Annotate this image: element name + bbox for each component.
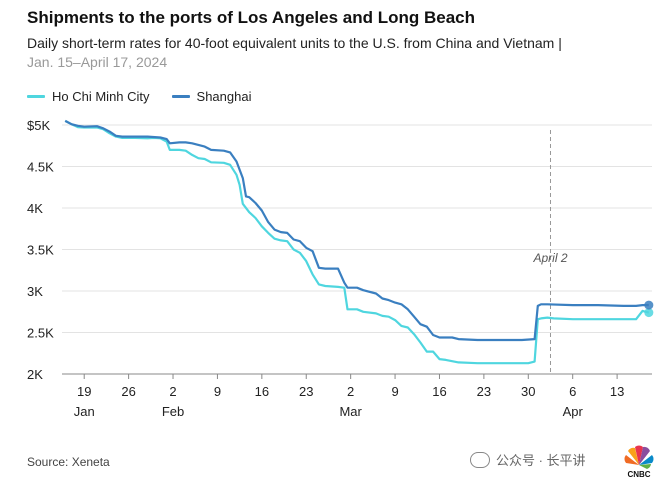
y-tick-label: $5K	[27, 118, 50, 133]
x-tick-label: 16	[432, 384, 446, 399]
x-tick-label: 16	[255, 384, 269, 399]
x-tick-label: 19	[77, 384, 91, 399]
series-end-point-ho-chi-minh-city	[644, 308, 654, 318]
month-label: Jan	[74, 404, 95, 419]
y-tick-label: 3.5K	[27, 243, 54, 258]
series-line-ho-chi-minh-city	[64, 119, 650, 365]
series-end-point-shanghai	[644, 300, 654, 310]
month-label: Mar	[339, 404, 362, 419]
x-tick-label: 23	[299, 384, 313, 399]
chart-date-range: Jan. 15–April 17, 2024	[27, 54, 168, 70]
y-tick-label: 4.5K	[27, 160, 54, 175]
wechat-icon	[470, 451, 490, 468]
line-chart: $5K 4.5K 4K 3.5K 3K 2.5K 2K 19 26 2 9 16 23 2 9 16 23 30 6…	[27, 118, 654, 419]
legend-swatch-shanghai	[171, 95, 190, 98]
y-tick-label: 2.5K	[27, 326, 54, 341]
x-tick-label: 6	[569, 384, 576, 399]
annotation-label: April 2	[532, 251, 567, 265]
month-label: Apr	[563, 404, 584, 419]
x-tick-label: 9	[391, 384, 398, 399]
series-line-shanghai	[64, 119, 649, 342]
chart-title: Shipments to the ports of Los Angeles an…	[27, 8, 476, 27]
source-note: Source: Xeneta	[27, 455, 110, 469]
legend-swatch-ho-chi-minh-city	[27, 95, 45, 98]
legend-item-shanghai: Shanghai	[171, 89, 252, 104]
month-label: Feb	[162, 404, 184, 419]
legend-label-ho-chi-minh-city: Ho Chi Minh City	[52, 89, 150, 104]
y-tick-label: 4K	[27, 201, 43, 216]
cnbc-logo-text: CNBC	[627, 470, 650, 479]
watermark: 公众号 · 长平讲	[470, 450, 586, 469]
legend: Ho Chi Minh City Shanghai	[27, 89, 273, 104]
legend-label-shanghai: Shanghai	[196, 89, 252, 104]
y-tick-label: 2K	[27, 367, 43, 382]
x-tick-label: 9	[214, 384, 221, 399]
y-tick-label: 3K	[27, 284, 43, 299]
x-tick-label: 2	[347, 384, 354, 399]
x-tick-label: 13	[610, 384, 624, 399]
watermark-text: 公众号 · 长平讲	[496, 453, 586, 468]
x-tick-label: 23	[477, 384, 491, 399]
cnbc-logo-icon: CNBC	[624, 445, 654, 479]
x-tick-label: 30	[521, 384, 535, 399]
x-tick-label: 2	[169, 384, 176, 399]
chart-subtitle: Daily short-term rates for 40-foot equiv…	[27, 35, 562, 51]
x-tick-label: 26	[121, 384, 135, 399]
legend-item-ho-chi-minh-city: Ho Chi Minh City	[27, 89, 150, 104]
